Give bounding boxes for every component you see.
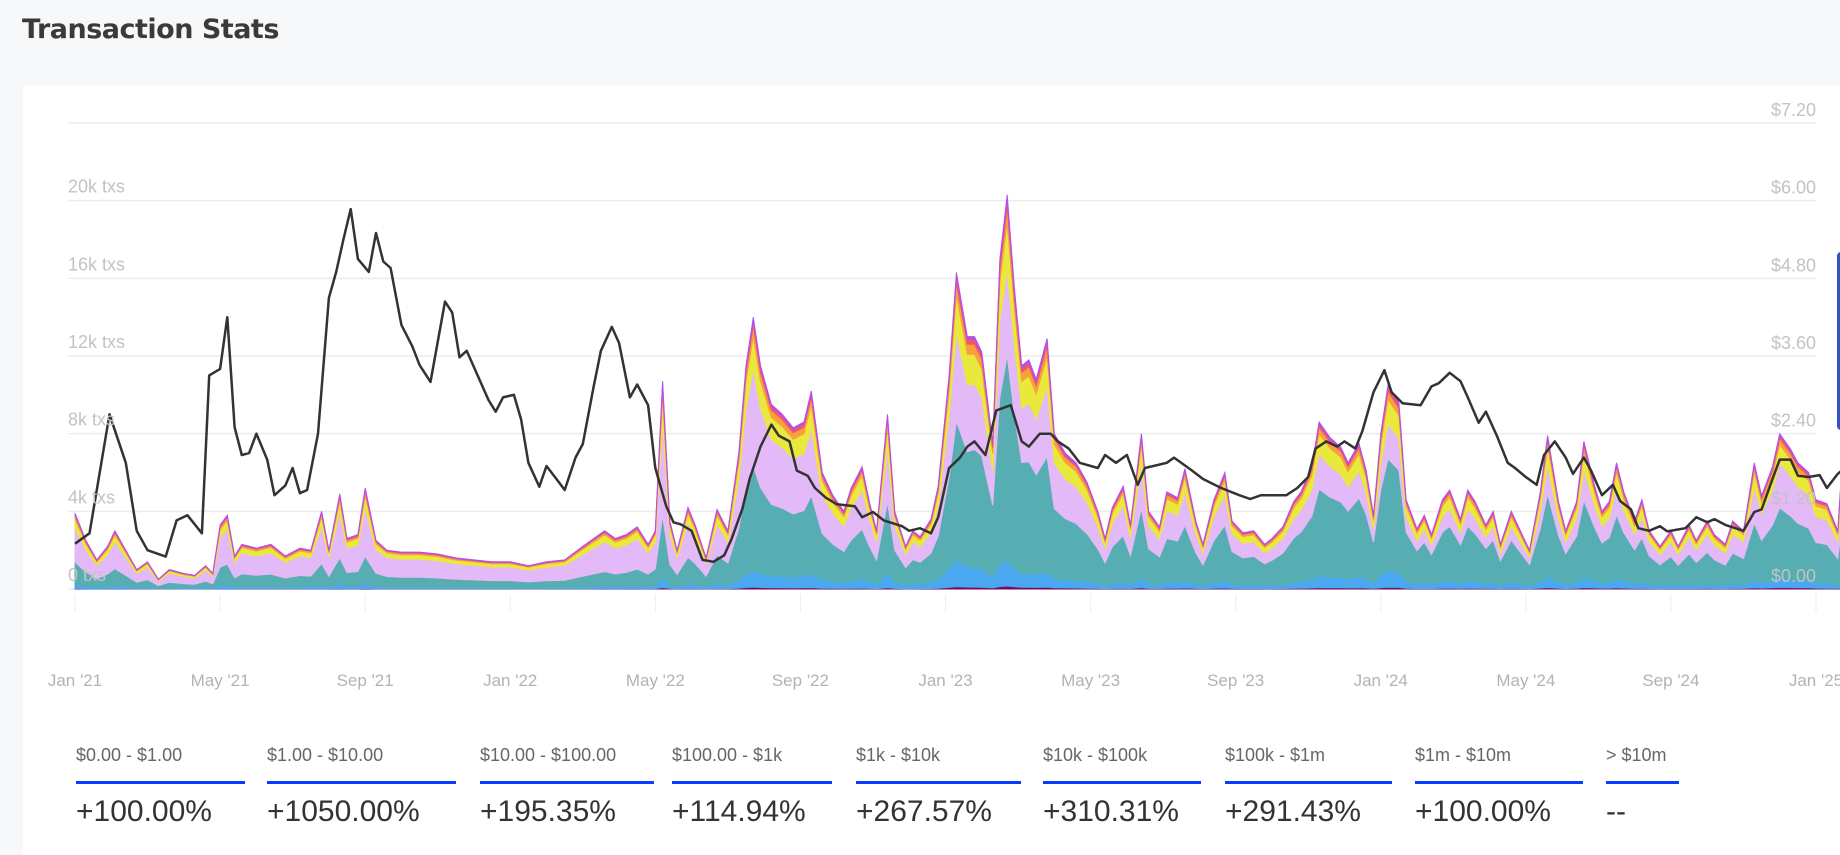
- legend-label[interactable]: $1k - $10k: [856, 745, 941, 765]
- legend-underline: [1225, 781, 1392, 784]
- side-panel-tab[interactable]: [1837, 252, 1840, 430]
- legend-label[interactable]: $1m - $10m: [1415, 745, 1512, 765]
- x-axis-label: Jan '23: [918, 671, 972, 690]
- legend-item[interactable]: $10k - $100k +310.31%: [1043, 745, 1201, 828]
- legend-label[interactable]: $100k - $1m: [1225, 745, 1326, 765]
- x-axis-label: Jan '24: [1354, 671, 1408, 690]
- legend-change-value: +267.57%: [856, 795, 992, 828]
- legend-item[interactable]: $10.00 - $100.00 +195.35%: [480, 745, 654, 828]
- legend-change-value: --: [1606, 795, 1626, 828]
- legend-item[interactable]: $0.00 - $1.00 +100.00%: [76, 745, 245, 828]
- left-axis-label: 12k txs: [68, 332, 125, 352]
- x-axis-label: Sep '21: [337, 671, 394, 690]
- legend-change-value: +195.35%: [480, 795, 616, 828]
- x-axis-label: Sep '24: [1642, 671, 1699, 690]
- left-axis-label: 20k txs: [68, 177, 125, 197]
- x-axis-label: May '22: [626, 671, 685, 690]
- legend-underline: [267, 781, 456, 784]
- area-series-magenta: [74, 194, 1840, 581]
- legend-underline: [672, 781, 832, 784]
- page-title: Transaction Stats: [22, 14, 279, 45]
- legend-label[interactable]: > $10m: [1606, 745, 1667, 765]
- legend-item[interactable]: $100k - $1m +291.43%: [1225, 745, 1392, 828]
- legend-underline: [1043, 781, 1201, 784]
- legend-change-value: +1050.00%: [267, 795, 420, 828]
- legend-change-value: +100.00%: [76, 795, 212, 828]
- legend-label[interactable]: $10.00 - $100.00: [480, 745, 617, 765]
- x-axis-label: May '24: [1496, 671, 1555, 690]
- legend-label[interactable]: $100.00 - $1k: [672, 745, 783, 765]
- legend-underline: [480, 781, 654, 784]
- x-axis-label: Jan '22: [483, 671, 537, 690]
- right-axis-label: $1.20: [1771, 488, 1816, 508]
- x-axis-label: May '21: [191, 671, 250, 690]
- right-axis-label: $3.60: [1771, 333, 1816, 353]
- chart-card: [23, 85, 1840, 855]
- legend-item[interactable]: $100.00 - $1k +114.94%: [672, 745, 832, 828]
- right-axis-label: $2.40: [1771, 411, 1816, 431]
- legend-change-value: +100.00%: [1415, 795, 1551, 828]
- x-axis-label: May '23: [1061, 671, 1120, 690]
- right-axis-label: $6.00: [1771, 178, 1816, 198]
- legend-item[interactable]: $1k - $10k +267.57%: [856, 745, 1021, 828]
- left-axis-label: 0 txs: [68, 565, 106, 585]
- right-axis-label: $7.20: [1771, 100, 1816, 120]
- right-axis-label: $4.80: [1771, 255, 1816, 275]
- legend-label[interactable]: $1.00 - $10.00: [267, 745, 384, 765]
- legend-change-value: +310.31%: [1043, 795, 1179, 828]
- left-axis-label: 8k txs: [68, 410, 115, 430]
- left-axis-label: 16k txs: [68, 254, 125, 274]
- x-axis-label: Sep '23: [1207, 671, 1264, 690]
- legend-underline: [76, 781, 245, 784]
- right-axis-label: $0.00: [1771, 566, 1816, 586]
- legend-underline: [856, 781, 1021, 784]
- price-line: [74, 207, 1840, 564]
- x-axis-label: Jan '21: [48, 671, 102, 690]
- legend-underline: [1606, 781, 1679, 784]
- legend-underline: [1415, 781, 1583, 784]
- legend-label[interactable]: $0.00 - $1.00: [76, 745, 183, 765]
- legend-item[interactable]: $1.00 - $10.00 +1050.00%: [267, 745, 456, 828]
- legend-item[interactable]: > $10m --: [1606, 745, 1679, 828]
- x-axis-label: Sep '22: [772, 671, 829, 690]
- legend-change-value: +114.94%: [672, 795, 806, 828]
- x-axis-label: Jan '25: [1789, 671, 1840, 690]
- legend-item[interactable]: $1m - $10m +100.00%: [1415, 745, 1583, 828]
- legend-label[interactable]: $10k - $100k: [1043, 745, 1148, 765]
- legend-change-value: +291.43%: [1225, 795, 1361, 828]
- left-axis-label: 4k txs: [68, 487, 115, 507]
